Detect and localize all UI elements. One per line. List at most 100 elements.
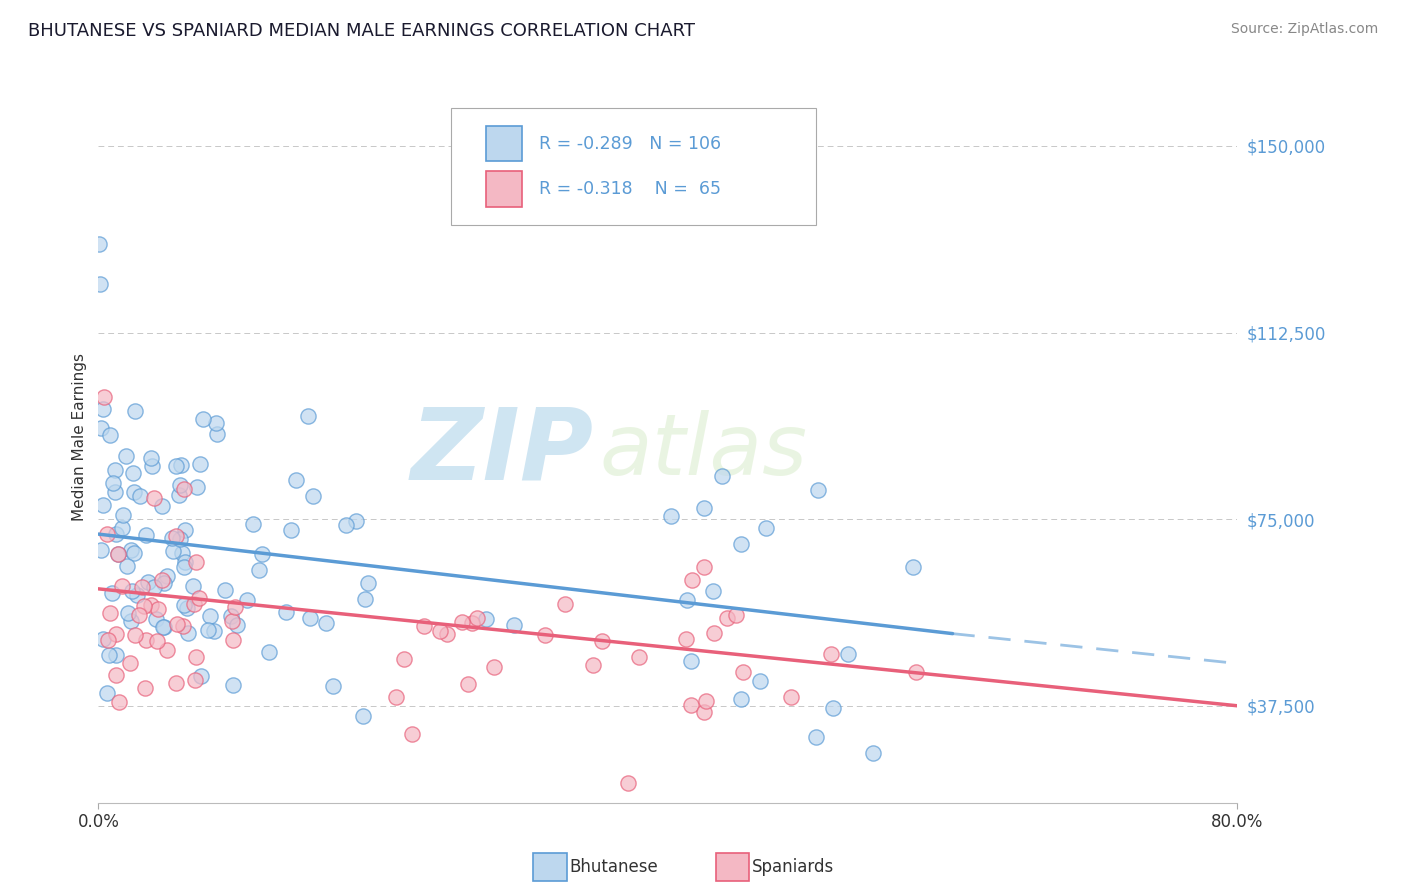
Point [554,597,576,611]
Text: ZIP: ZIP [411,403,593,500]
Point [659,508,682,523]
Point [298,611,321,625]
Point [124,484,146,499]
Point [725,607,748,622]
Point [413,619,436,633]
Point [146,633,169,648]
Text: atlas: atlas [599,410,807,493]
Point [120,543,142,558]
Point [702,584,724,599]
Point [190,668,212,682]
Text: R = -0.318    N =  65: R = -0.318 N = 65 [538,180,721,198]
Point [150,573,173,587]
Point [174,556,197,570]
Bar [485,171,522,207]
Point [616,776,638,790]
Point [160,531,183,545]
Point [169,532,191,546]
Point [107,547,129,561]
Point [582,657,605,672]
Point [156,643,179,657]
Point [177,625,200,640]
Point [153,619,176,633]
Point [451,615,474,630]
Point [716,611,738,625]
Point [181,579,204,593]
Point [675,593,697,607]
Point [221,609,243,624]
Point [184,649,207,664]
Point [628,649,651,664]
Point [135,632,157,647]
Point [89,277,111,291]
Point [115,558,138,573]
Point [903,560,925,574]
Point [274,605,297,619]
Point [820,647,842,661]
Point [98,428,121,442]
Point [89,421,111,435]
Point [98,606,121,620]
Point [104,485,127,500]
Point [173,559,195,574]
Point [482,659,505,673]
Point [146,602,169,616]
Point [191,412,214,426]
Point [204,416,226,430]
Point [354,592,377,607]
Point [679,698,702,713]
Point [145,612,167,626]
Point [104,667,127,681]
Point [132,599,155,613]
Point [183,597,205,611]
Point [120,656,142,670]
Point [280,524,302,538]
Point [465,611,488,625]
Point [755,521,778,535]
Point [103,476,125,491]
Point [302,489,325,503]
Point [93,632,115,646]
Point [184,673,207,687]
Point [165,529,187,543]
Point [344,515,367,529]
Point [252,547,274,561]
Point [96,686,118,700]
Point [257,645,280,659]
Point [143,580,166,594]
Point [188,458,211,472]
Point [120,614,142,628]
Point [681,654,703,668]
Point [675,632,697,646]
Point [150,499,173,513]
Point [128,608,150,623]
Point [226,617,249,632]
Point [749,673,772,688]
Point [730,536,752,550]
Point [165,458,187,473]
FancyBboxPatch shape [451,108,815,225]
Point [110,579,132,593]
Point [297,409,319,423]
Point [429,624,451,638]
Point [122,466,145,480]
Point [96,527,118,541]
Point [176,600,198,615]
Point [198,608,221,623]
Point [170,458,193,473]
Point [105,648,128,663]
Point [730,691,752,706]
Point [335,517,357,532]
Point [862,746,884,760]
Point [184,555,207,569]
Point [138,575,160,590]
Point [322,679,344,693]
Point [93,498,115,512]
Point [693,705,716,719]
Point [247,563,270,577]
Point [121,583,143,598]
Text: Spaniards: Spaniards [752,858,834,876]
Point [131,580,153,594]
Point [162,544,184,558]
Point [93,390,115,404]
